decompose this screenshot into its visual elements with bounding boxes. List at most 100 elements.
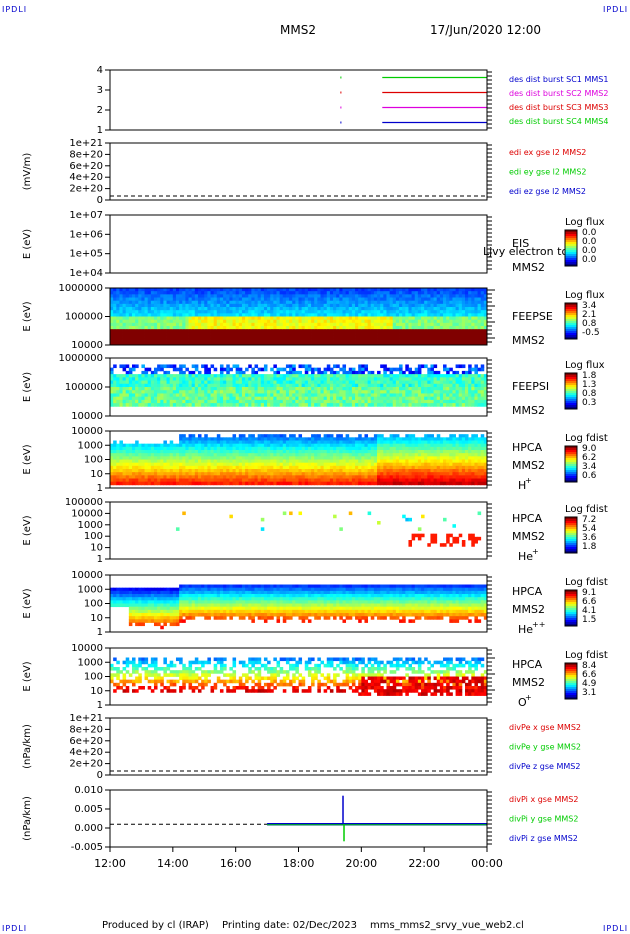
heatmap-cell xyxy=(197,393,202,398)
heatmap-cell xyxy=(110,456,114,460)
heatmap-cell xyxy=(311,341,315,346)
heatmap-cell xyxy=(370,303,375,308)
heatmap-cell xyxy=(304,367,309,372)
heatmap-cell xyxy=(201,310,205,314)
heatmap-cell xyxy=(367,450,372,454)
heatmap-cell xyxy=(336,440,340,445)
heatmap-cell xyxy=(323,396,328,401)
heatmap-cell xyxy=(289,303,293,308)
heatmap-cell xyxy=(194,367,199,372)
heatmap-cell xyxy=(342,478,347,483)
heatmap-cell xyxy=(229,481,233,486)
heatmap-cell xyxy=(399,322,403,327)
heatmap-cell xyxy=(320,319,325,324)
heatmap-cell xyxy=(402,288,406,292)
heatmap-cell xyxy=(216,326,221,330)
heatmap-cell xyxy=(449,294,453,298)
heatmap-cell xyxy=(150,396,155,401)
heatmap-cell xyxy=(446,403,450,407)
heatmap-cell xyxy=(311,332,315,336)
heatmap-cell xyxy=(141,462,145,467)
heatmap-cell xyxy=(333,453,337,457)
heatmap-cell xyxy=(436,300,441,305)
heatmap-cell xyxy=(131,469,136,473)
heatmap-cell xyxy=(166,288,171,292)
heatmap-cell xyxy=(364,364,369,369)
heatmap-cell xyxy=(194,322,199,327)
heatmap-cell xyxy=(125,294,130,298)
heatmap-cell xyxy=(160,335,164,340)
heatmap-cell xyxy=(364,437,369,441)
heatmap-cell xyxy=(238,437,243,441)
heatmap-cell xyxy=(483,403,488,407)
heatmap-cell xyxy=(219,367,224,372)
instrument-label: FEEPSI xyxy=(512,380,549,393)
heatmap-cell xyxy=(110,383,114,388)
heatmap-cell xyxy=(408,370,412,375)
heatmap-cell xyxy=(238,380,243,385)
heatmap-cell xyxy=(483,303,488,308)
heatmap-cell xyxy=(342,380,347,385)
heatmap-cell xyxy=(260,303,265,308)
heatmap-cell xyxy=(351,396,356,401)
heatmap-cell xyxy=(125,478,130,483)
heatmap-cell xyxy=(367,459,372,464)
heatmap-cell xyxy=(433,380,438,385)
heatmap-cell xyxy=(153,472,158,476)
heatmap-cell xyxy=(351,332,356,336)
heatmap-cell xyxy=(373,383,378,388)
heatmap-cell xyxy=(213,335,218,340)
heatmap-cell xyxy=(113,377,117,381)
heatmap-cell xyxy=(172,478,177,483)
heatmap-cell xyxy=(292,316,296,321)
heatmap-cell xyxy=(329,456,334,460)
heatmap-cell xyxy=(125,393,130,398)
heatmap-cell xyxy=(399,329,403,333)
heatmap-cell xyxy=(267,332,271,336)
heatmap-cell xyxy=(279,450,284,454)
heatmap-cell xyxy=(119,288,123,292)
heatmap-cell xyxy=(166,341,171,346)
heatmap-cell xyxy=(461,326,466,330)
heatmap-cell xyxy=(207,307,211,311)
heatmap-cell xyxy=(370,403,375,407)
heatmap-cell xyxy=(295,481,299,486)
heatmap-cell xyxy=(110,469,114,473)
heatmap-cell xyxy=(238,288,243,292)
colorbar-tick-label: 0.8 xyxy=(582,319,597,329)
heatmap-cell xyxy=(207,450,211,454)
heatmap-cell xyxy=(461,338,466,343)
heatmap-cell xyxy=(320,456,325,460)
heatmap-cell xyxy=(260,440,265,445)
heatmap-cell xyxy=(399,294,403,298)
heatmap-cell xyxy=(370,316,375,321)
heatmap-cell xyxy=(138,300,142,305)
heatmap-cell xyxy=(298,319,303,324)
heatmap-cell xyxy=(213,393,218,398)
heatmap-cell xyxy=(223,393,227,398)
heatmap-cell xyxy=(279,307,284,311)
heatmap-cell xyxy=(333,472,337,476)
heatmap-cell xyxy=(113,462,117,467)
heatmap-cell xyxy=(392,341,397,346)
heatmap-cell xyxy=(364,377,369,381)
heatmap-cell xyxy=(295,465,299,470)
heatmap-cell xyxy=(172,322,177,327)
heatmap-cell xyxy=(285,370,290,375)
heatmap-cell xyxy=(417,297,422,302)
heatmap-cell xyxy=(477,338,482,343)
heatmap-cell xyxy=(257,310,262,314)
heatmap-cell xyxy=(304,481,309,486)
heatmap-cell xyxy=(110,326,114,330)
heatmap-cell xyxy=(292,446,296,451)
heatmap-cell xyxy=(314,322,318,327)
heatmap-cell xyxy=(329,380,334,385)
heatmap-cell xyxy=(364,465,369,470)
heatmap-cell xyxy=(455,399,460,404)
heatmap-cell xyxy=(430,367,434,372)
heatmap-cell xyxy=(160,310,164,314)
heatmap-cell xyxy=(282,393,287,398)
heatmap-cell xyxy=(191,456,196,460)
heatmap-cell xyxy=(414,329,419,333)
heatmap-cell xyxy=(301,341,306,346)
